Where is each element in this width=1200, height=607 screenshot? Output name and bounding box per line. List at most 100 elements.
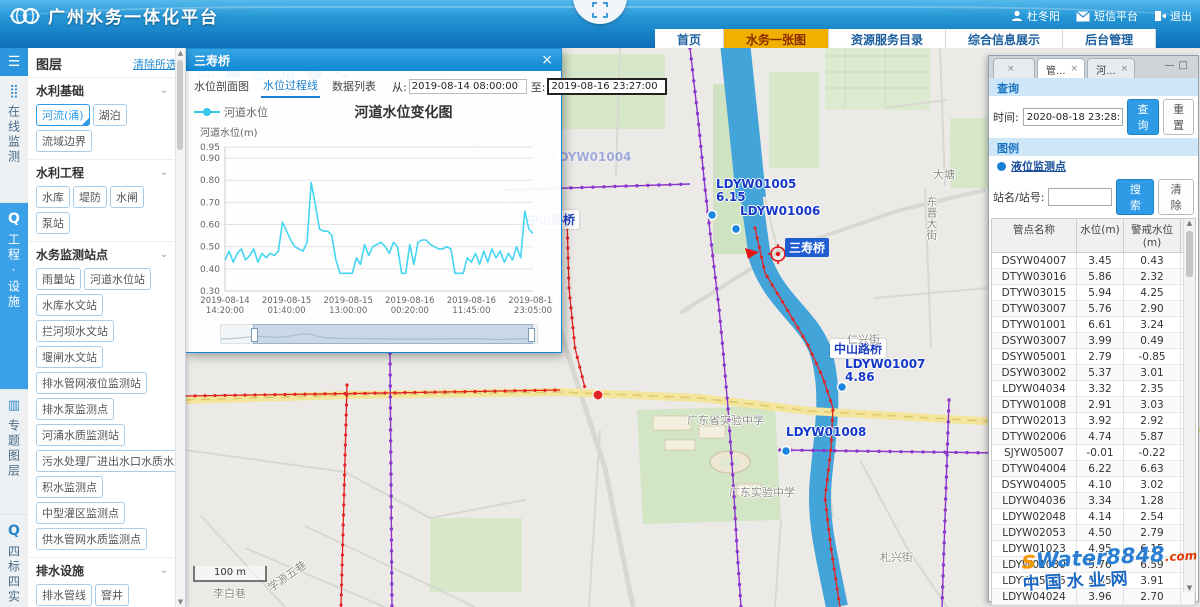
layer-toggle-button[interactable]: 积水监测点: [36, 476, 103, 498]
from-datetime-input[interactable]: [408, 79, 527, 94]
time-input[interactable]: [1022, 108, 1123, 126]
table-row[interactable]: SJYW05007 -0.01 -0.22: [992, 445, 1195, 461]
table-row[interactable]: DTYW03015 5.94 4.25: [992, 285, 1195, 301]
layer-toggle-button[interactable]: 河涌水质监测站: [36, 424, 125, 446]
clear-button[interactable]: 清除: [1158, 179, 1194, 215]
nav-tab-1[interactable]: 水务一张图: [724, 29, 830, 48]
layer-toggle-button[interactable]: 窨井: [95, 584, 129, 606]
nav-tab-3[interactable]: 综合信息展示: [946, 29, 1064, 48]
minimize-icon[interactable]: —: [1164, 60, 1179, 71]
table-row[interactable]: LDYW01030 5.76 6.59: [992, 557, 1195, 573]
layer-toggle-button[interactable]: 水闸: [110, 186, 144, 208]
datazoom-selection[interactable]: [250, 324, 535, 344]
nav-tab-0[interactable]: 首页: [655, 29, 725, 48]
layer-toggle-button[interactable]: 河流(涌): [36, 104, 90, 126]
clear-selection-link[interactable]: 清除所选: [133, 57, 177, 71]
table-row[interactable]: DSYW05001 2.79 -0.85: [992, 349, 1195, 365]
tab-data-list[interactable]: 数据列表: [332, 80, 376, 93]
nav-tab-2[interactable]: 资源服务目录: [829, 29, 947, 48]
table-row[interactable]: LDYW02053 4.50 2.79: [992, 525, 1195, 541]
tab-water-process[interactable]: 水位过程线: [261, 75, 320, 98]
close-icon[interactable]: ×: [541, 52, 553, 68]
reset-button[interactable]: 重置: [1163, 99, 1194, 135]
layer-toggle-button[interactable]: 堰闸水文站: [36, 346, 103, 368]
table-row[interactable]: LDYW05015 5.05 3.91: [992, 573, 1195, 589]
station-label-LDYW01006[interactable]: LDYW01006: [740, 204, 821, 218]
table-row[interactable]: DTYW04004 6.22 6.63: [992, 461, 1195, 477]
table-row[interactable]: LDYW01023 4.95 6.15: [992, 541, 1195, 557]
layer-toggle-button[interactable]: 污水处理厂进出水口水质水量监测站: [36, 450, 185, 472]
legend-river-level[interactable]: 河道水位: [194, 104, 304, 120]
table-row[interactable]: DTYW02006 4.74 5.87: [992, 429, 1195, 445]
station-search-input[interactable]: [1048, 188, 1113, 206]
table-body[interactable]: DSYW04007 3.45 0.43 DTYW03016 5.86 2.32 DTYW03…: [992, 253, 1195, 605]
layer-toggle-button[interactable]: 排水管网液位监测站: [36, 372, 147, 394]
menu-icon[interactable]: ☰: [0, 48, 28, 76]
layer-section-header[interactable]: 水利工程 ⌄: [36, 164, 168, 181]
scroll-up-icon[interactable]: ▲: [177, 49, 184, 57]
column-header-0[interactable]: 管点名称: [992, 219, 1077, 252]
layer-toggle-button[interactable]: 雨量站: [36, 268, 81, 290]
datazoom-handle-left[interactable]: [250, 328, 258, 342]
layer-section-header[interactable]: 水利基础 ⌄: [36, 82, 168, 99]
tab-water-profile[interactable]: 水位剖面图: [194, 80, 249, 93]
table-row[interactable]: DSYW03007 3.99 0.49: [992, 333, 1195, 349]
panel-tab-0[interactable]: ×: [993, 58, 1035, 78]
table-row[interactable]: LDYW04034 3.32 2.35: [992, 381, 1195, 397]
layer-section-header[interactable]: 水务监测站点 ⌄: [36, 246, 168, 263]
layer-toggle-button[interactable]: 堤防: [73, 186, 107, 208]
side-nav-0[interactable]: ⣿ 在线监测: [0, 76, 28, 203]
table-vscrollbar[interactable]: ▲ ▼: [1183, 219, 1195, 592]
table-row[interactable]: DTYW03007 5.76 2.90: [992, 301, 1195, 317]
layer-toggle-button[interactable]: 水库水文站: [36, 294, 103, 316]
layer-toggle-button[interactable]: 湖泊: [92, 104, 127, 126]
table-row[interactable]: DTYW01008 2.91 3.03: [992, 397, 1195, 413]
layer-toggle-button[interactable]: 水库: [36, 186, 70, 208]
layer-toggle-button[interactable]: 泵站: [36, 212, 70, 234]
nav-tab-4[interactable]: 后台管理: [1063, 29, 1157, 48]
station-label-LDYW01008[interactable]: LDYW01008: [786, 425, 867, 439]
side-nav-2[interactable]: ▥ 专题图层: [0, 390, 28, 515]
line-chart[interactable]: 0.30 0.40 0.50 0.60 0.70 0.80 0.900.95 2019-08-…: [189, 139, 558, 325]
column-header-2[interactable]: 警戒水位(m): [1124, 219, 1181, 252]
side-nav-1[interactable]: Q 工程·设施: [0, 203, 28, 390]
alarm-marker[interactable]: [592, 389, 604, 401]
layer-toggle-button[interactable]: 排水泵监测点: [36, 398, 114, 420]
column-header-1[interactable]: 水位(m): [1077, 219, 1124, 252]
datazoom-handle-right[interactable]: [527, 328, 535, 342]
dialog-titlebar[interactable]: 三寿桥 ×: [186, 49, 561, 71]
bridge-label-2[interactable]: 中山路桥: [830, 339, 887, 358]
layer-toggle-button[interactable]: 流域边界: [36, 130, 92, 152]
user-menu[interactable]: 杜冬阳: [1011, 8, 1060, 24]
panel-tab-1[interactable]: 管... ×: [1037, 58, 1086, 78]
layer-toggle-button[interactable]: 排水管线: [36, 584, 92, 606]
layer-toggle-button[interactable]: 供水管网水质监测点: [36, 528, 147, 550]
chart-datazoom-slider[interactable]: [220, 324, 538, 344]
station-label-LDYW01004[interactable]: LDYW01004: [551, 150, 632, 164]
logout-link[interactable]: 退出: [1154, 8, 1192, 24]
table-row[interactable]: DTYW03016 5.86 2.32: [992, 269, 1195, 285]
table-row[interactable]: DSYW04005 4.10 3.02: [992, 477, 1195, 493]
sms-platform-link[interactable]: 短信平台: [1076, 8, 1138, 24]
close-icon[interactable]: ×: [1120, 64, 1129, 74]
maximize-icon[interactable]: □: [1178, 60, 1192, 71]
table-row[interactable]: LDYW02048 4.14 2.54: [992, 509, 1195, 525]
table-row[interactable]: LDYW04036 3.34 1.28: [992, 493, 1195, 509]
table-row[interactable]: DSYW04007 3.45 0.43: [992, 253, 1195, 269]
layer-toggle-button[interactable]: 拦河坝水文站: [36, 320, 114, 342]
panel-tab-2[interactable]: 河... ×: [1087, 58, 1136, 78]
table-row[interactable]: LDYW04024 3.96 2.70: [992, 589, 1195, 605]
layer-panel-scrollbar[interactable]: ▲ ▼: [175, 48, 185, 607]
table-row[interactable]: DSYW03002 5.37 3.01: [992, 365, 1195, 381]
to-datetime-input[interactable]: [547, 78, 668, 95]
scroll-down-icon[interactable]: ▼: [177, 598, 184, 606]
side-nav-3[interactable]: Q 四标四实: [0, 515, 28, 607]
layer-toggle-button[interactable]: 中型灌区监测点: [36, 502, 125, 524]
station-label-LDYW01005[interactable]: LDYW01005 6.15: [716, 177, 797, 204]
bridge-label-0[interactable]: 三寿桥: [785, 238, 830, 257]
search-button[interactable]: 搜索: [1116, 179, 1155, 215]
query-button[interactable]: 查询: [1126, 99, 1160, 135]
table-row[interactable]: DTYW01001 6.61 3.24: [992, 317, 1195, 333]
close-icon[interactable]: ×: [1007, 64, 1015, 74]
layer-section-header[interactable]: 排水设施 ⌄: [36, 562, 168, 579]
